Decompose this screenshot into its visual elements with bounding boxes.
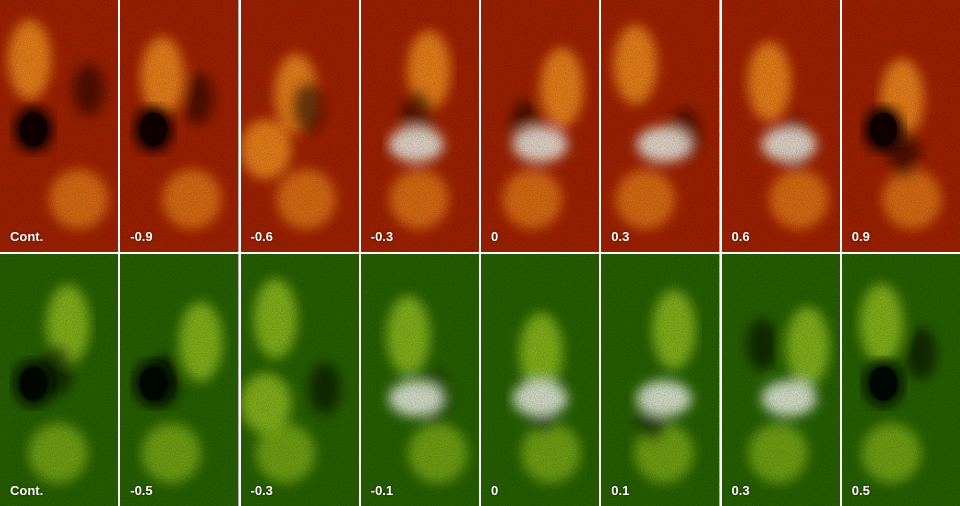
panel-label: Cont.: [10, 483, 44, 498]
panel-label: 0.9: [851, 229, 870, 244]
panel-label: 0.6: [731, 229, 750, 244]
panel-label: 0.3: [611, 229, 630, 244]
solar-map-image: [120, 254, 239, 506]
panel-label: 0.3: [731, 483, 750, 498]
top-row-panel-5: 0.3: [601, 0, 720, 252]
bottom-row-panel-0: Cont.: [0, 254, 119, 506]
top-row-panel-1: -0.9: [120, 0, 239, 252]
solar-map-image: [240, 254, 359, 506]
solar-map-image: [481, 254, 600, 506]
bottom-row-panel-3: -0.1: [360, 254, 479, 506]
panel-label: Cont.: [10, 229, 44, 244]
solar-map-image: [481, 0, 600, 252]
panel-label: -0.1: [370, 483, 394, 498]
panel-label: 0: [491, 483, 499, 498]
bottom-row-panel-5: 0.1: [601, 254, 720, 506]
top-row-panel-2: -0.6: [240, 0, 359, 252]
top-row-panel-7: 0.9: [841, 0, 960, 252]
panel-label: 0.1: [611, 483, 630, 498]
panel-label: -0.6: [250, 229, 273, 244]
bottom-row-panel-2: -0.3: [240, 254, 359, 506]
solar-map-image: [841, 254, 960, 506]
panel-label: -0.3: [370, 229, 394, 244]
solar-map-image: [120, 0, 239, 252]
solar-map-image: [0, 254, 119, 506]
panel-label: -0.3: [250, 483, 273, 498]
solar-map-image: [841, 0, 960, 252]
panel-label: 0: [491, 229, 499, 244]
solar-map-image: [721, 254, 840, 506]
solar-map-image: [601, 254, 720, 506]
panel-label: -0.9: [130, 229, 153, 244]
solar-map-image: [0, 0, 119, 252]
panel-label: 0.5: [851, 483, 870, 498]
solar-map-image: [240, 0, 359, 252]
solar-map-image: [601, 0, 720, 252]
solar-map-image: [721, 0, 840, 252]
bottom-row-panel-4: 0: [481, 254, 600, 506]
solar-map-image: [360, 254, 479, 506]
solar-map-image: [360, 0, 479, 252]
panel-label: -0.5: [130, 483, 153, 498]
top-row-panel-6: 0.6: [721, 0, 840, 252]
top-row-panel-4: 0: [481, 0, 600, 252]
bottom-row-panel-6: 0.3: [721, 254, 840, 506]
bottom-row-panel-7: 0.5: [841, 254, 960, 506]
top-row-panel-0: Cont.: [0, 0, 119, 252]
bottom-row-panel-1: -0.5: [120, 254, 239, 506]
top-row-panel-3: -0.3: [360, 0, 479, 252]
